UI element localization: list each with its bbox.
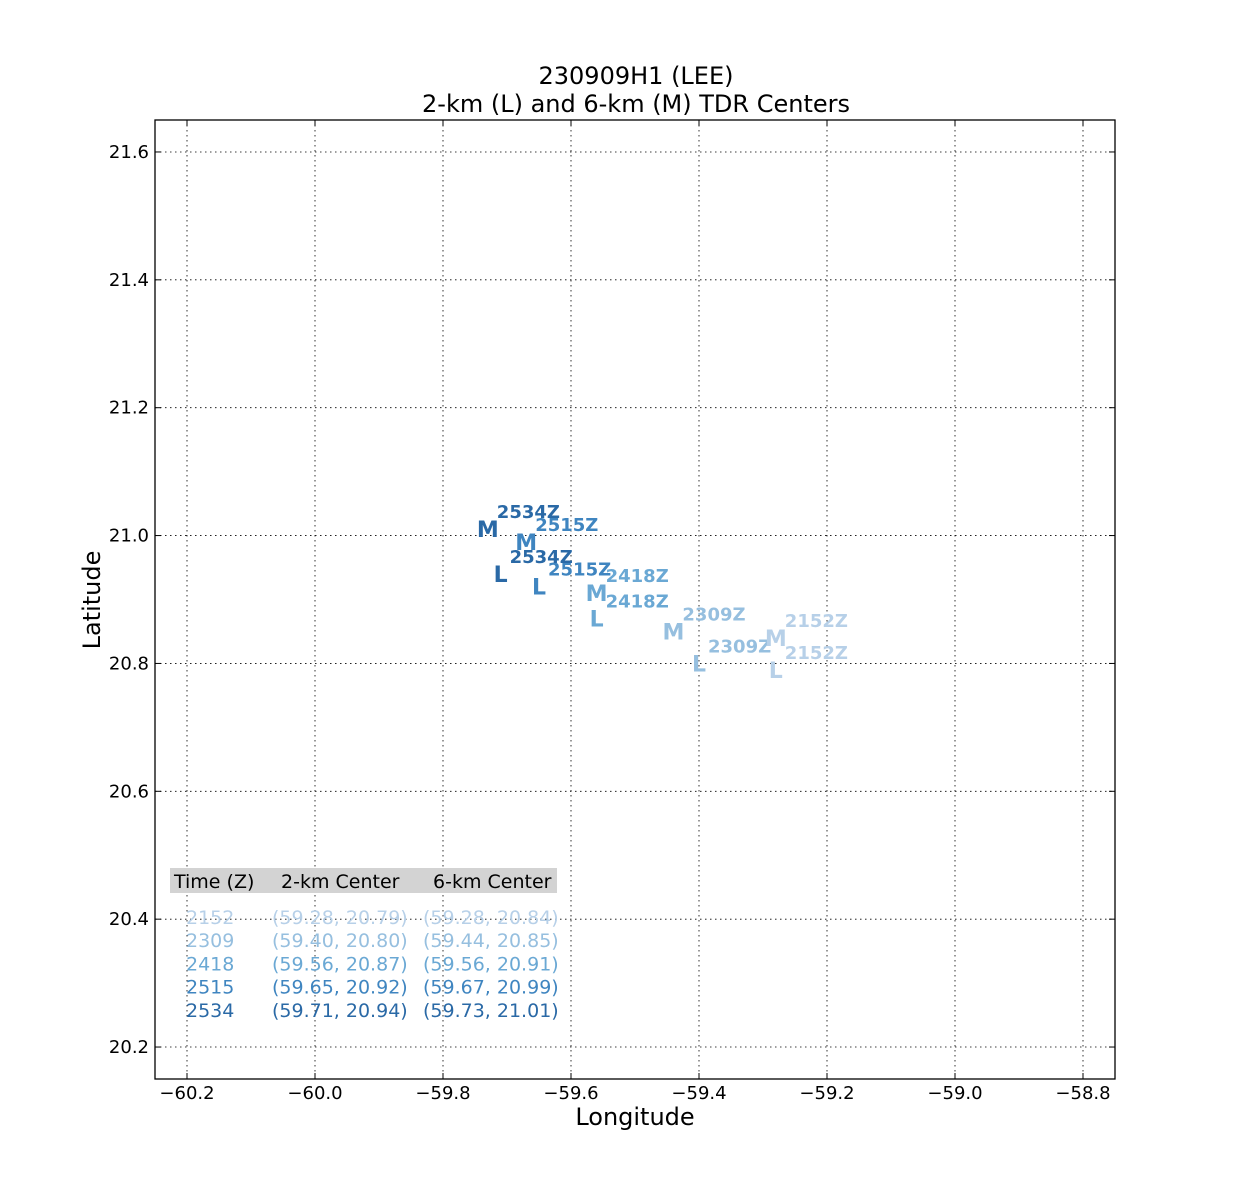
- table-header-cell: Time (Z): [173, 871, 254, 893]
- table-cell: (59.56, 20.91): [423, 953, 559, 975]
- center-marker-L: L: [532, 576, 546, 601]
- center-marker-M: M: [515, 531, 537, 556]
- center-time-label: 2152Z: [785, 611, 848, 632]
- y-axis-label: Latitude: [78, 551, 106, 650]
- center-time-label: 2418Z: [606, 566, 669, 587]
- center-time-label: 2152Z: [785, 643, 848, 664]
- table-header-cell: 2-km Center: [281, 871, 400, 893]
- table-header-cell: 6-km Center: [433, 871, 552, 893]
- x-tick-label: −58.8: [1055, 1083, 1110, 1104]
- y-tick-label: 21.6: [109, 142, 149, 163]
- y-tick-label: 20.8: [109, 653, 149, 674]
- center-marker-M: M: [662, 620, 684, 645]
- center-marker-M: M: [765, 627, 787, 652]
- center-time-label: 2418Z: [606, 592, 669, 613]
- table-header-background: [170, 868, 557, 893]
- table-cell: (59.40, 20.80): [272, 930, 408, 952]
- x-tick-label: −60.0: [287, 1083, 342, 1104]
- chart-subtitle: 2-km (L) and 6-km (M) TDR Centers: [422, 90, 850, 118]
- center-marker-L: L: [494, 563, 508, 588]
- plot-frame: [154, 119, 1116, 1080]
- table-cell: 2309: [186, 930, 234, 952]
- y-tick-label: 21.0: [109, 526, 149, 547]
- marks-layer: L2152ZL2309ZL2418ZL2515ZL2534ZM2152ZM230…: [477, 502, 848, 684]
- center-marker-L: L: [692, 652, 706, 677]
- y-tick-label: 20.2: [109, 1037, 149, 1058]
- center-time-label: 2309Z: [708, 636, 771, 657]
- table-cell: 2534: [186, 1000, 234, 1022]
- center-marker-L: L: [769, 659, 783, 684]
- center-time-label: 2534Z: [497, 502, 560, 523]
- table-cell: 2418: [186, 953, 234, 975]
- chart-title: 230909H1 (LEE): [539, 62, 734, 90]
- y-tick-label: 20.4: [109, 909, 149, 930]
- x-tick-label: −59.2: [799, 1083, 854, 1104]
- table-cell: (59.65, 20.92): [272, 977, 408, 999]
- y-tick-label: 20.6: [109, 781, 149, 802]
- tick-layer: −60.2 −60.0 −59.8 −59.6 −59.4 −59.2 −59.0 −58.8…: [109, 120, 1115, 1104]
- center-time-label: 2309Z: [682, 604, 745, 625]
- table-cell: (59.56, 20.87): [272, 953, 408, 975]
- x-tick-label: −59.8: [415, 1083, 470, 1104]
- table-cell: (59.67, 20.99): [423, 977, 559, 999]
- table-cell: (59.28, 20.79): [272, 907, 408, 929]
- y-tick-label: 21.2: [109, 398, 149, 419]
- table-cell: (59.71, 20.94): [272, 1000, 408, 1022]
- table-cell: 2515: [186, 977, 234, 999]
- x-tick-label: −60.2: [159, 1083, 214, 1104]
- x-axis-label: Longitude: [575, 1103, 694, 1131]
- grid-layer: [155, 120, 1115, 1079]
- center-time-label: 2515Z: [548, 560, 611, 581]
- center-marker-L: L: [590, 608, 604, 633]
- center-time-label: 2515Z: [535, 515, 598, 536]
- x-tick-label: −59.6: [543, 1083, 598, 1104]
- table-cell: (59.28, 20.84): [423, 907, 559, 929]
- center-table: Time (Z) 2-km Center 6-km Center 2152 (59.28…: [170, 868, 559, 1022]
- center-marker-M: M: [586, 582, 608, 607]
- center-marker-M: M: [477, 518, 499, 543]
- table-cell: (59.44, 20.85): [423, 930, 559, 952]
- table-cell: 2152: [186, 907, 234, 929]
- x-tick-label: −59.4: [671, 1083, 726, 1104]
- x-tick-label: −59.0: [927, 1083, 982, 1104]
- table-cell: (59.73, 21.01): [423, 1000, 559, 1022]
- y-tick-label: 21.4: [109, 270, 149, 291]
- center-time-label: 2534Z: [510, 547, 573, 568]
